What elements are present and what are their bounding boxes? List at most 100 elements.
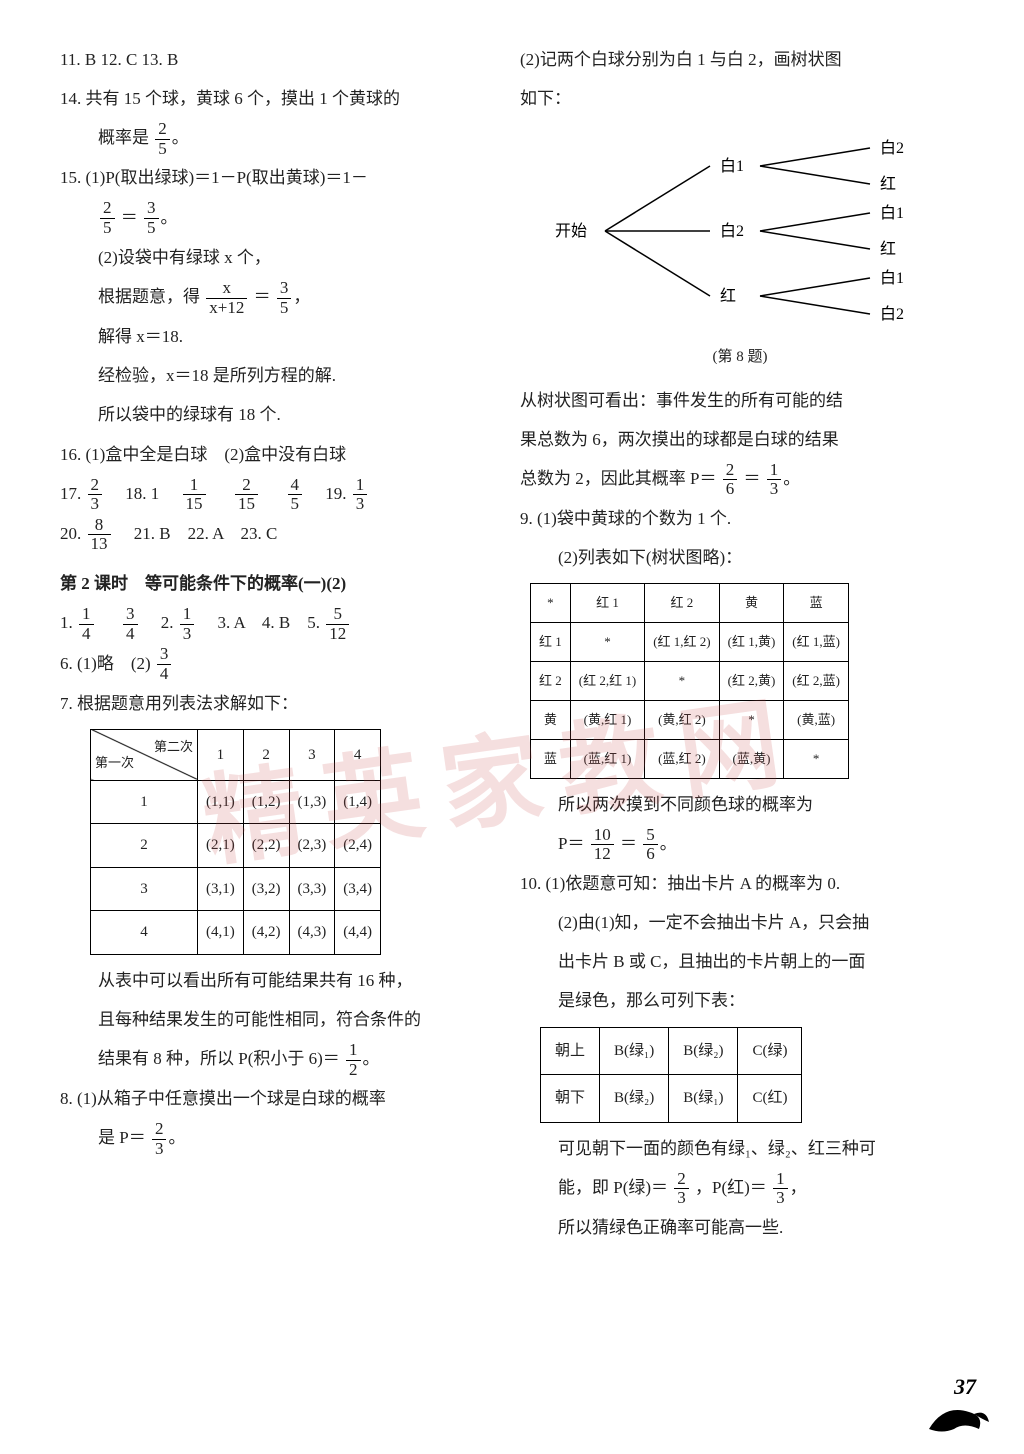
- line: 20. 813 21. B 22. A 23. C: [60, 514, 490, 554]
- svg-text:红: 红: [880, 240, 896, 258]
- line: 7. 根据题意用列表法求解如下：: [60, 684, 490, 723]
- fraction: 12: [346, 1041, 361, 1079]
- line: 25 ＝ 35。: [60, 198, 490, 238]
- line: 果总数为 6，两次摸出的球都是白球的结果: [520, 420, 960, 459]
- text: ＝: [121, 208, 138, 227]
- line: 所以袋中的绿球有 18 个.: [60, 395, 490, 434]
- fraction: 35: [144, 199, 159, 237]
- line: 概率是 25。: [60, 118, 490, 158]
- fraction: 215: [235, 476, 258, 514]
- text: 。: [172, 128, 189, 147]
- text: 3. A 4. B 5.: [201, 613, 321, 632]
- line: (2)记两个白球分别为白 1 与白 2，画树状图: [520, 40, 960, 79]
- text: 6. (1)略 (2): [60, 654, 151, 673]
- fraction: 35: [277, 279, 292, 317]
- line: 经检验，x＝18 是所列方程的解.: [60, 356, 490, 395]
- line: P＝ 1012 ＝ 56。: [520, 824, 960, 864]
- svg-text:红: 红: [880, 175, 896, 193]
- fraction: 813: [88, 516, 111, 554]
- text: ，: [293, 287, 310, 306]
- line: 9. (1)袋中黄球的个数为 1 个.: [520, 499, 960, 538]
- text: P＝: [558, 834, 584, 853]
- line: 6. (1)略 (2) 34: [60, 644, 490, 684]
- text: 17.: [60, 484, 81, 503]
- fraction: 23: [88, 476, 103, 514]
- text: 2.: [144, 613, 174, 632]
- text: 。: [660, 834, 677, 853]
- svg-text:开始: 开始: [555, 222, 587, 240]
- fraction: xx+12: [206, 279, 247, 317]
- line: 根据题意，得 xx+12 ＝ 35，: [60, 277, 490, 317]
- text: 能，即 P(绿)＝: [558, 1178, 668, 1197]
- text: 结果有 8 种，所以 P(积小于 6)＝: [98, 1049, 340, 1068]
- fraction: 115: [183, 476, 206, 514]
- line: 15. (1)P(取出绿球)＝1－P(取出黄球)＝1－: [60, 158, 490, 197]
- text: 21. B 22. A 23. C: [117, 524, 278, 543]
- fraction: 25: [155, 120, 170, 158]
- line: 能，即 P(绿)＝ 23 ，P(红)＝ 13，: [520, 1168, 960, 1208]
- fraction: 13: [180, 605, 195, 643]
- left-column: 11. B 12. C 13. B 14. 共有 15 个球，黄球 6 个，摸出…: [60, 40, 490, 1247]
- line: 11. B 12. C 13. B: [60, 40, 490, 79]
- line: 解得 x＝18.: [60, 317, 490, 356]
- line: 所以猜绿色正确率可能高一些.: [520, 1208, 960, 1247]
- svg-text:白2: 白2: [720, 222, 744, 240]
- svg-text:红: 红: [720, 287, 736, 305]
- line: 16. (1)盒中全是白球 (2)盒中没有白球: [60, 435, 490, 474]
- table-9: *红 1红 2黄蓝红 1*(红 1,红 2)(红 1,黄)(红 1,蓝)红 2(…: [530, 583, 849, 778]
- text: ，P(红)＝: [695, 1178, 767, 1197]
- text: 。: [161, 208, 178, 227]
- text: [264, 484, 281, 503]
- fraction: 34: [157, 645, 172, 683]
- text: 。: [363, 1049, 380, 1068]
- fraction: 23: [674, 1170, 689, 1208]
- fraction: 14: [79, 605, 94, 643]
- svg-text:白1: 白1: [880, 269, 904, 287]
- fraction: 13: [773, 1170, 788, 1208]
- text: 。: [783, 469, 800, 488]
- svg-text:白1: 白1: [880, 204, 904, 222]
- fraction: 45: [288, 476, 303, 514]
- section-title: 第 2 课时 等可能条件下的概率(一)(2): [60, 564, 490, 603]
- line: (2)设袋中有绿球 x 个，: [60, 238, 490, 277]
- line: 1. 14 34 2. 13 3. A 4. B 5. 512: [60, 603, 490, 643]
- text: 是 P＝: [98, 1128, 146, 1147]
- page-corner: 37: [924, 1374, 994, 1434]
- fraction: 13: [767, 461, 782, 499]
- svg-text:白1: 白1: [720, 157, 744, 175]
- table-10: 朝上B(绿₁)B(绿₂)C(绿)朝下B(绿₂)B(绿₁)C(红): [540, 1027, 802, 1123]
- table-7: 第二次第一次12341(1,1)(1,2)(1,3)(1,4)2(2,1)(2,…: [90, 729, 381, 955]
- fraction: 23: [152, 1120, 167, 1158]
- line: 可见朝下一面的颜色有绿₁、绿₂、红三种可: [520, 1129, 960, 1168]
- text: [212, 484, 229, 503]
- line: 14. 共有 15 个球，黄球 6 个，摸出 1 个黄球的: [60, 79, 490, 118]
- fraction: 34: [123, 605, 138, 643]
- text: 概率是: [98, 128, 149, 147]
- text: ＝: [254, 287, 271, 306]
- fraction: 25: [100, 199, 115, 237]
- text: ＝: [743, 469, 760, 488]
- caption-8: (第 8 题): [520, 340, 960, 375]
- text: 。: [168, 1128, 185, 1147]
- line: 是 P＝ 23。: [60, 1118, 490, 1158]
- page: 11. B 12. C 13. B 14. 共有 15 个球，黄球 6 个，摸出…: [0, 0, 1024, 1267]
- line: 从表中可以看出所有可能结果共有 16 种，: [60, 961, 490, 1000]
- line: 结果有 8 种，所以 P(积小于 6)＝ 12。: [60, 1039, 490, 1079]
- line: 17. 23 18. 1 115 215 45 19. 13: [60, 474, 490, 514]
- right-column: (2)记两个白球分别为白 1 与白 2，画树状图 如下： 开始白1白2红白2白1…: [520, 40, 960, 1247]
- tree-diagram: 开始白1白2红白2白1红红白1白2: [550, 126, 930, 336]
- line: 是绿色，那么可列下表：: [520, 981, 960, 1020]
- line: (2)由(1)知，一定不会抽出卡片 A，只会抽: [520, 903, 960, 942]
- line: (2)列表如下(树状图略)：: [520, 538, 960, 577]
- text: 19.: [308, 484, 346, 503]
- line: 所以两次摸到不同颜色球的概率为: [520, 785, 960, 824]
- line: 8. (1)从箱子中任意摸出一个球是白球的概率: [60, 1079, 490, 1118]
- line: 10. (1)依题意可知：抽出卡片 A 的概率为 0.: [520, 864, 960, 903]
- fraction: 56: [643, 826, 658, 864]
- text: 总数为 2，因此其概率 P＝: [520, 469, 716, 488]
- fraction: 512: [326, 605, 349, 643]
- fraction: 1012: [591, 826, 614, 864]
- text: ，: [790, 1178, 807, 1197]
- text: 根据题意，得: [98, 287, 200, 306]
- text: ＝: [620, 834, 637, 853]
